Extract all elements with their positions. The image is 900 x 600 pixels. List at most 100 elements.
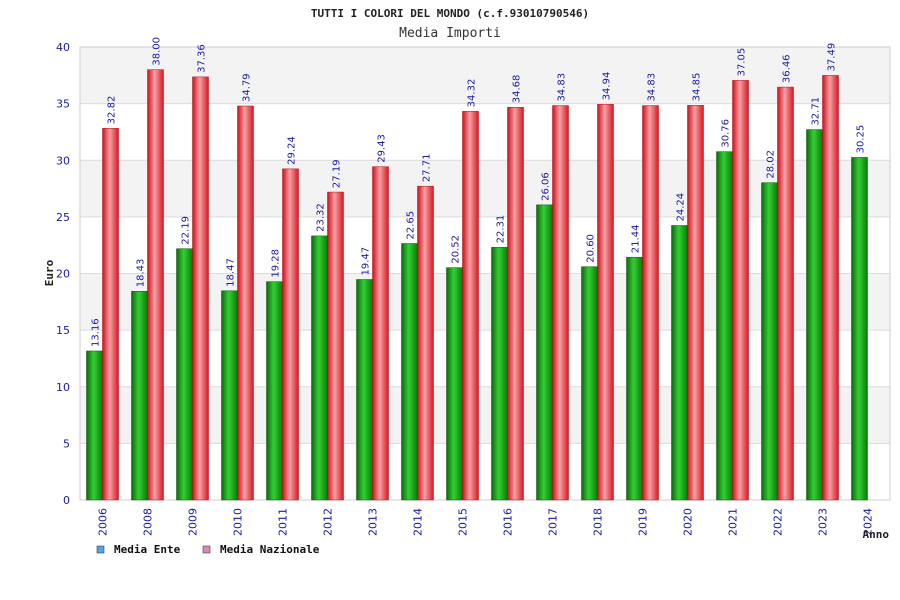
x-tick-label: 2011 [277, 508, 290, 536]
legend-swatch-media-ente [96, 545, 105, 554]
value-label: 36.46 [782, 54, 793, 83]
plot-band [80, 160, 890, 217]
y-tick-label: 15 [56, 324, 70, 337]
bar-media-ente [491, 247, 508, 501]
x-tick-label: 2010 [232, 508, 245, 536]
value-label: 34.94 [602, 72, 613, 101]
bar-media-ente [626, 256, 643, 501]
x-tick-label: 2021 [727, 508, 740, 536]
value-label: 37.49 [827, 43, 838, 72]
bar-media-ente [536, 204, 553, 501]
bar-media-nazionale [507, 106, 524, 501]
y-tick-label: 10 [56, 381, 70, 394]
bar-media-ente [401, 243, 418, 501]
value-label: 19.28 [271, 249, 282, 278]
plot-band [80, 443, 890, 500]
value-label: 22.31 [496, 215, 507, 244]
bar-media-nazionale [552, 105, 569, 501]
bar-media-nazionale [777, 86, 794, 501]
value-label: 19.47 [361, 247, 372, 276]
x-tick-label: 2017 [547, 508, 560, 536]
plot-frame [79, 46, 891, 501]
x-tick-label: 2018 [592, 508, 605, 536]
bar-media-ente [851, 157, 868, 501]
value-label: 26.06 [541, 172, 552, 201]
y-tick-label: 25 [56, 211, 70, 224]
value-labels: 13.16 32.82 18.43 38.00 22.19 37.36 18.47 34.79… [91, 37, 867, 347]
x-tick-label: 2013 [367, 508, 380, 536]
y-tick-label: 30 [56, 154, 70, 167]
value-label: 34.83 [557, 73, 568, 102]
value-label: 29.24 [287, 136, 298, 165]
x-tick-label: 2022 [772, 508, 785, 536]
value-label: 34.83 [647, 73, 658, 102]
value-label: 20.52 [451, 235, 462, 264]
bar-media-nazionale [642, 105, 659, 501]
y-axis-ticks: 0 5 10 15 20 25 30 35 40 [56, 41, 70, 507]
bar-media-ente [221, 290, 238, 501]
value-label: 18.43 [136, 259, 147, 288]
x-tick-label: 2015 [457, 508, 470, 536]
bar-media-ente [86, 350, 103, 501]
x-tick-label: 2008 [142, 508, 155, 536]
bar-media-ente [581, 266, 598, 501]
chart-title: TUTTI I COLORI DEL MONDO (c.f.9301079054… [311, 7, 589, 20]
plot-band [80, 330, 890, 387]
bar-media-nazionale [147, 69, 164, 501]
value-label: 34.68 [512, 75, 523, 104]
value-label: 37.36 [197, 44, 208, 73]
plot-band [80, 386, 890, 444]
bar-media-nazionale [732, 80, 749, 501]
x-axis-label: Anno [863, 528, 890, 541]
value-label: 13.16 [91, 318, 102, 347]
value-label: 32.71 [811, 97, 822, 126]
value-label: 34.79 [242, 73, 253, 102]
bar-media-ente [356, 279, 373, 501]
y-tick-label: 0 [63, 494, 70, 507]
y-tick-label: 20 [56, 268, 70, 281]
value-label: 34.85 [692, 73, 703, 102]
legend: Media Ente Media Nazionale [96, 543, 320, 556]
y-tick-label: 35 [56, 98, 70, 111]
bar-media-nazionale [237, 105, 254, 501]
bar-media-ente [131, 291, 148, 501]
x-tick-label: 2020 [682, 508, 695, 536]
value-label: 27.19 [332, 159, 343, 188]
bar-media-nazionale [597, 104, 614, 501]
value-label: 24.24 [676, 193, 687, 222]
value-label: 30.76 [721, 119, 732, 148]
x-tick-label: 2006 [97, 508, 110, 536]
value-label: 18.47 [226, 258, 237, 287]
chart-subtitle: Media Importi [399, 26, 501, 41]
y-axis-label: Euro [43, 259, 56, 286]
value-label: 32.82 [107, 96, 118, 125]
value-label: 21.44 [631, 225, 642, 254]
value-label: 22.65 [406, 211, 417, 240]
value-label: 34.32 [467, 79, 478, 108]
bar-media-nazionale [192, 76, 209, 501]
x-tick-label: 2024 [862, 508, 875, 536]
x-tick-label: 2019 [637, 508, 650, 536]
x-tick-label: 2012 [322, 508, 335, 536]
bar-media-nazionale [282, 168, 299, 501]
bar-media-ente [761, 182, 778, 501]
bar-media-ente [176, 248, 193, 501]
value-label: 23.32 [316, 203, 327, 232]
x-axis-ticks: 2006 2008 2009 2010 2011 2012 2013 2014 2015 2016… [97, 508, 875, 536]
value-label: 28.02 [766, 150, 777, 179]
value-label: 37.05 [737, 48, 748, 77]
value-label: 27.71 [422, 154, 433, 183]
x-tick-label: 2016 [502, 508, 515, 536]
x-tick-label: 2014 [412, 508, 425, 536]
bars [86, 69, 868, 501]
value-label: 29.43 [377, 134, 388, 163]
value-label: 38.00 [152, 37, 163, 66]
bar-media-ente [446, 267, 463, 501]
x-tick-label: 2023 [817, 508, 830, 536]
bar-media-nazionale [327, 191, 344, 501]
legend-swatch-media-nazionale [202, 545, 211, 554]
y-tick-label: 5 [63, 437, 70, 450]
bar-media-ente [266, 281, 283, 501]
plot-background [80, 47, 890, 500]
